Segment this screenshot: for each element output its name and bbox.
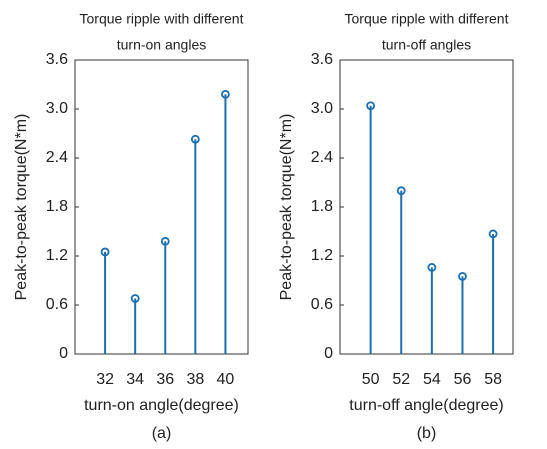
y-tick-label: 3.0 — [46, 100, 68, 117]
x-tick-label: 52 — [392, 371, 410, 388]
y-tick-label: 1.2 — [311, 247, 333, 264]
chart-title: Torque ripple with different — [80, 11, 244, 27]
stem-marker — [396, 186, 406, 196]
stem-marker — [190, 134, 200, 144]
y-axis-label: Peak-to-peak torque(N*m) — [13, 114, 30, 301]
y-tick-label: 1.8 — [311, 198, 333, 215]
y-tick-label: 3.6 — [311, 51, 333, 68]
x-tick-label: 54 — [423, 371, 441, 388]
stem-marker — [221, 89, 230, 99]
y-tick-label: 0 — [324, 345, 333, 362]
y-tick-label: 2.4 — [46, 149, 68, 166]
x-tick-label: 58 — [484, 371, 502, 388]
y-tick-label: 2.4 — [311, 149, 333, 166]
x-tick-label: 56 — [454, 371, 472, 388]
y-tick-label: 1.8 — [46, 198, 68, 215]
y-tick-label: 1.2 — [46, 247, 68, 264]
x-tick-label: 38 — [186, 371, 204, 388]
x-tick-label: 50 — [362, 371, 380, 388]
axes-box — [339, 59, 514, 355]
y-tick-label: 3.6 — [46, 51, 68, 68]
caption: (b) — [417, 425, 437, 442]
y-tick-label: 0.6 — [311, 296, 333, 313]
x-axis-label: turn-on angle(degree) — [84, 397, 239, 414]
x-tick-label: 32 — [96, 371, 114, 388]
axes-box — [74, 59, 249, 355]
stem-marker — [427, 263, 437, 272]
stem-marker — [160, 236, 170, 246]
chart-title: Torque ripple with different — [345, 11, 509, 27]
y-tick-label: 3.0 — [311, 100, 333, 117]
chart-title: turn-off angles — [382, 37, 471, 53]
stem-marker — [100, 247, 110, 257]
stem-marker — [458, 272, 467, 281]
caption: (a) — [152, 425, 172, 442]
stem-marker — [130, 294, 140, 303]
x-tick-label: 40 — [217, 371, 235, 388]
x-axis-label: turn-off angle(degree) — [349, 397, 503, 414]
y-tick-label: 0 — [59, 345, 68, 362]
stem-marker — [488, 229, 498, 239]
x-tick-label: 34 — [126, 371, 144, 388]
x-tick-label: 36 — [156, 371, 174, 388]
y-tick-label: 0.6 — [46, 296, 68, 313]
chart-title: turn-on angles — [117, 37, 207, 53]
stem-marker — [366, 101, 376, 111]
y-axis-label: Peak-to-peak torque(N*m) — [278, 114, 295, 301]
